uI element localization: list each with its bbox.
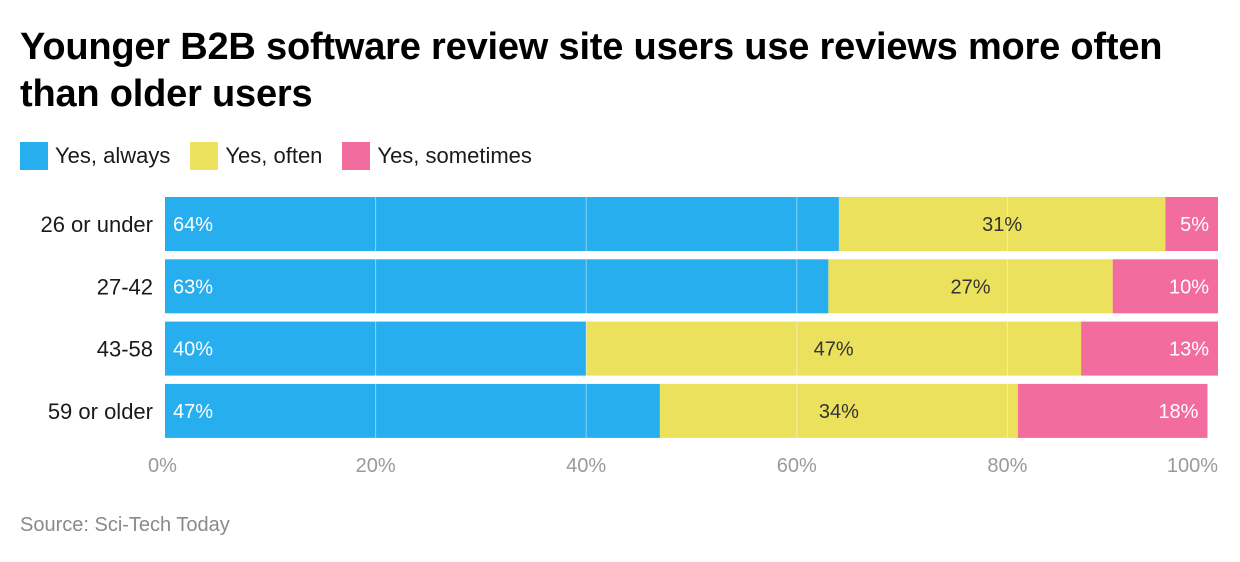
data-label: 34% [819,401,859,423]
data-label: 27% [951,276,991,298]
bar-segment [165,384,660,438]
category-label: 59 or older [48,399,153,424]
data-label: 31% [982,214,1022,236]
x-tick-label: 0% [148,455,177,477]
x-tick-label: 60% [777,455,817,477]
bar-segment [165,259,828,313]
data-label: 47% [173,401,213,423]
stacked-bar-chart: 64% 31% 5% 63% 27% 10% 40% 47% 13% 47% 34% 18% 26 or… [0,0,1240,500]
category-label: 26 or under [40,212,153,237]
x-tick-label: 80% [987,455,1027,477]
data-label: 47% [814,339,854,361]
category-label: 27-42 [97,274,153,299]
data-label: 10% [1169,276,1209,298]
data-label: 64% [173,214,213,236]
category-label: 43-58 [97,337,153,362]
x-tick-label: 20% [356,455,396,477]
data-label: 63% [173,276,213,298]
x-tick-label: 40% [566,455,606,477]
data-label: 5% [1180,214,1209,236]
data-label: 13% [1169,339,1209,361]
source-note: Source: Sci-Tech Today [20,514,230,537]
x-tick-label: 100% [1167,455,1218,477]
bar-segment [165,197,839,251]
bars-group [165,197,1218,438]
data-label: 40% [173,339,213,361]
data-label: 18% [1158,401,1198,423]
